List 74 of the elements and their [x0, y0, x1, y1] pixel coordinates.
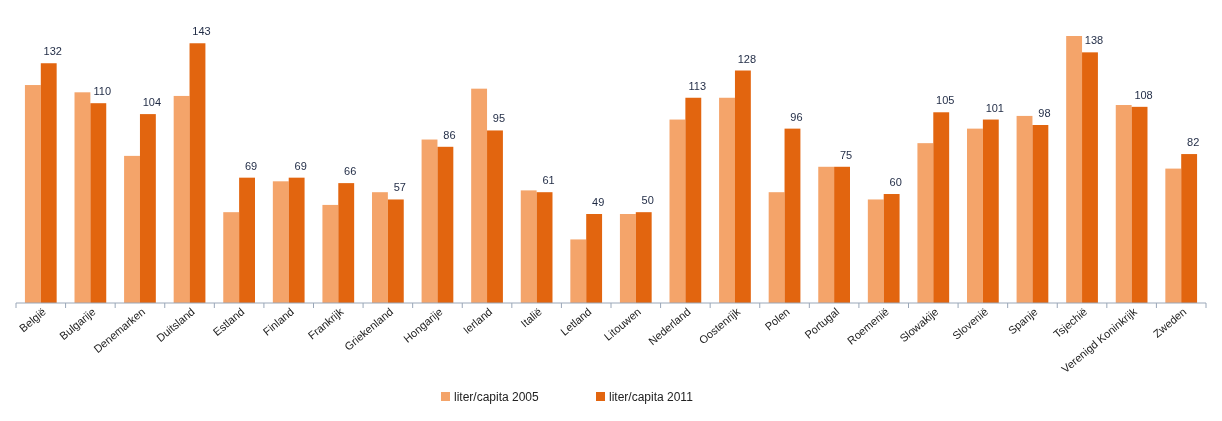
bar: [471, 88, 488, 303]
bar: [967, 128, 983, 303]
data-label: 96: [790, 110, 803, 123]
bar: [586, 214, 603, 303]
bar: [1016, 115, 1033, 303]
bar: [933, 112, 950, 303]
data-label: 82: [1187, 136, 1200, 149]
bar: [768, 192, 785, 303]
data-label: 86: [443, 128, 456, 141]
bar: [536, 192, 553, 303]
bar: [784, 128, 801, 303]
data-label: 57: [393, 181, 406, 194]
bar: [834, 166, 850, 303]
data-label: 113: [688, 79, 707, 92]
data-label: 143: [192, 25, 211, 38]
bar: [1181, 154, 1198, 303]
data-label: 95: [492, 112, 506, 125]
bar: [719, 97, 735, 303]
data-label: 69: [294, 159, 307, 172]
bar: [338, 183, 355, 303]
data-label: 50: [641, 194, 654, 207]
bar: [288, 177, 305, 303]
bar: [322, 204, 339, 303]
bar: [487, 130, 503, 303]
data-label: 98: [1038, 107, 1051, 119]
bar: [372, 192, 388, 303]
bar: [669, 119, 686, 303]
bar: [570, 239, 587, 303]
data-label: 138: [1084, 34, 1104, 47]
bar: [239, 177, 255, 303]
bar: [1032, 125, 1049, 303]
bar: [421, 139, 438, 303]
bar: [818, 166, 835, 303]
legend-label: liter/capita 2011: [609, 390, 694, 404]
bar: [223, 212, 240, 303]
bar: [40, 63, 57, 303]
bar: [24, 85, 41, 303]
data-label: 66: [344, 165, 357, 178]
bar: [272, 181, 289, 303]
bar: [74, 92, 91, 303]
data-label: 104: [142, 96, 162, 109]
bar: [867, 199, 884, 303]
bar: [173, 95, 190, 303]
data-label: 108: [1134, 88, 1153, 101]
bar: [982, 119, 999, 303]
legend-label: liter/capita 2005: [454, 390, 540, 404]
bar: [1165, 168, 1182, 303]
bar: [619, 214, 636, 303]
bar: [90, 103, 107, 303]
bar: [685, 97, 702, 303]
data-label: 69: [244, 159, 258, 172]
bar: [1082, 52, 1098, 303]
data-label: 105: [936, 94, 955, 107]
bar: [883, 194, 900, 303]
bar: [124, 155, 140, 303]
data-label: 49: [592, 196, 605, 208]
bar: [635, 212, 652, 303]
data-label: 132: [43, 45, 62, 58]
data-label: 101: [985, 101, 1004, 114]
bar: [1115, 105, 1132, 303]
data-label: 61: [542, 174, 555, 187]
bar: [1131, 106, 1148, 303]
bar: [139, 114, 156, 303]
data-label: 60: [889, 176, 902, 189]
data-label: 110: [93, 85, 112, 98]
bar: [387, 199, 404, 303]
data-label: 75: [839, 148, 853, 161]
bar: [437, 146, 454, 303]
data-label: 128: [737, 52, 757, 65]
bar: [734, 70, 751, 303]
bar: [1066, 36, 1083, 303]
bar: [520, 190, 537, 303]
bar: [917, 143, 934, 303]
bar: [189, 43, 206, 303]
